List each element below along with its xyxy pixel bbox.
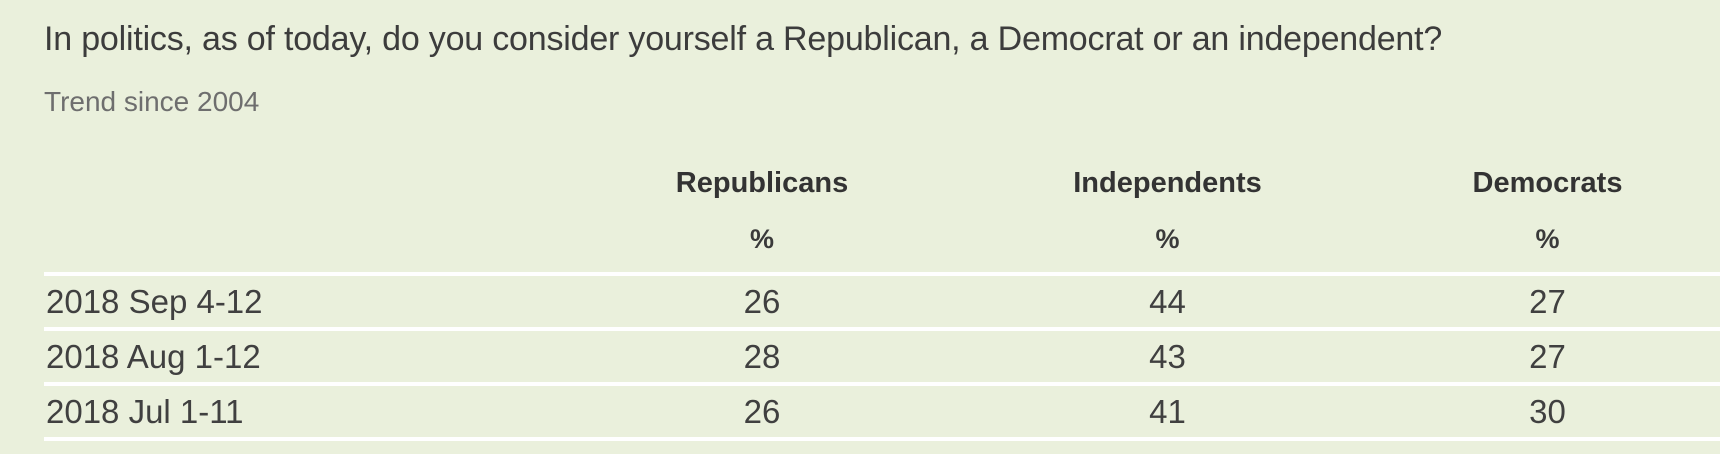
percent-label: % <box>749 223 774 254</box>
column-header-democrats: Democrats <box>1472 167 1623 199</box>
table-row: 2018 Aug 1-12 28 43 27 <box>44 329 1720 384</box>
corner-cell <box>44 206 564 274</box>
date-cell: 2018 Aug 1-12 <box>46 337 261 375</box>
percent-label: % <box>1155 223 1180 254</box>
value-cell-independents: 41 <box>1149 392 1186 430</box>
column-header-republicans: Republicans <box>675 167 849 199</box>
value-cell-republicans: 28 <box>743 337 781 375</box>
party-affiliation-table: Republicans Independents Democrats % % %… <box>44 140 1720 441</box>
value-cell-independents: 43 <box>1149 337 1186 375</box>
table-row: 2018 Jul 1-11 26 41 30 <box>44 384 1720 439</box>
table-body: 2018 Sep 4-12 26 44 27 2018 Aug 1-12 28 … <box>44 274 1720 439</box>
party-header-row: Republicans Independents Democrats <box>44 140 1720 206</box>
date-cell: 2018 Jul 1-11 <box>46 392 244 430</box>
value-cell-republicans: 26 <box>743 282 781 320</box>
value-cell-independents: 44 <box>1149 282 1186 320</box>
trend-subtitle: Trend since 2004 <box>44 86 260 117</box>
unit-header-row: % % % <box>44 206 1720 274</box>
table-header: Republicans Independents Democrats % % % <box>44 140 1720 274</box>
corner-cell <box>44 140 564 206</box>
percent-label: % <box>1535 223 1560 254</box>
column-header-independents: Independents <box>1073 167 1262 199</box>
date-cell: 2018 Sep 4-12 <box>46 282 263 320</box>
value-cell-republicans: 26 <box>743 392 781 430</box>
value-cell-democrats: 27 <box>1529 337 1566 375</box>
poll-question-title: In politics, as of today, do you conside… <box>44 20 1443 58</box>
value-cell-democrats: 30 <box>1529 392 1566 430</box>
value-cell-democrats: 27 <box>1529 282 1566 320</box>
table-row: 2018 Sep 4-12 26 44 27 <box>44 274 1720 329</box>
